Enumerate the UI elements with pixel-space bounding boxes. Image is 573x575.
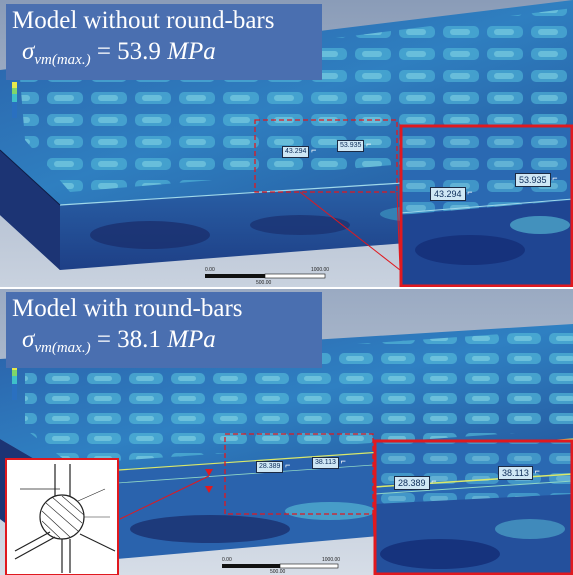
top-probe-small-1: 43.294 [282, 145, 317, 158]
bottom-probe-small-2: 38.113 [312, 456, 346, 469]
top-zoom-inset [399, 124, 573, 287]
bottom-scale-start: 0.00 [222, 557, 232, 563]
bottom-probe-zoom-1: 28.389 [394, 475, 436, 490]
bottom-max-stress-equation: σvm(max.) = 38.1 MPa [12, 324, 314, 364]
top-panel-without-round-bars: Model without round-bars σvm(max.) = 53.… [0, 0, 573, 287]
bottom-zoom-inset [373, 439, 573, 575]
bottom-scale-end: 1000.00 [322, 557, 341, 563]
top-sigma-symbol: σ [22, 38, 35, 65]
bottom-panel-with-round-bars: Model with round-bars σvm(max.) = 38.1 M… [0, 289, 573, 575]
top-probe-zoom-1: 43.294 [430, 186, 472, 201]
top-scale-mid: 500.00 [256, 280, 272, 286]
top-title: Model without round-bars [12, 7, 275, 34]
bottom-title: Model with round-bars [12, 295, 243, 322]
top-max-stress-equation: σvm(max.) = 53.9 MPa [12, 36, 314, 76]
top-title-box: Model without round-bars σvm(max.) = 53.… [6, 4, 322, 80]
top-sigma-subscript: vm(max.) [34, 52, 91, 68]
bottom-scale-mid: 500.00 [270, 569, 286, 575]
bottom-sigma-symbol: σ [22, 326, 35, 353]
bottom-title-box: Model with round-bars σvm(max.) = 38.1 M… [6, 292, 322, 368]
round-bar-section-drawing [5, 458, 119, 575]
top-stress-unit: MPa [167, 38, 216, 65]
bottom-stress-value: = 38.1 [96, 326, 168, 353]
top-stress-value: = 53.9 [96, 38, 168, 65]
top-probe-small-2: 53.935 [337, 139, 372, 152]
bottom-probe-zoom-2: 38.113 [498, 465, 540, 480]
bottom-probe-small-1: 28.389 [256, 460, 291, 473]
bottom-stress-unit: MPa [167, 326, 216, 353]
top-scale-start: 0.00 [205, 267, 215, 273]
top-scale-end: 1000.00 [311, 267, 330, 273]
top-probe-zoom-2: 53.935 [515, 172, 557, 187]
bottom-sigma-subscript: vm(max.) [34, 340, 91, 356]
